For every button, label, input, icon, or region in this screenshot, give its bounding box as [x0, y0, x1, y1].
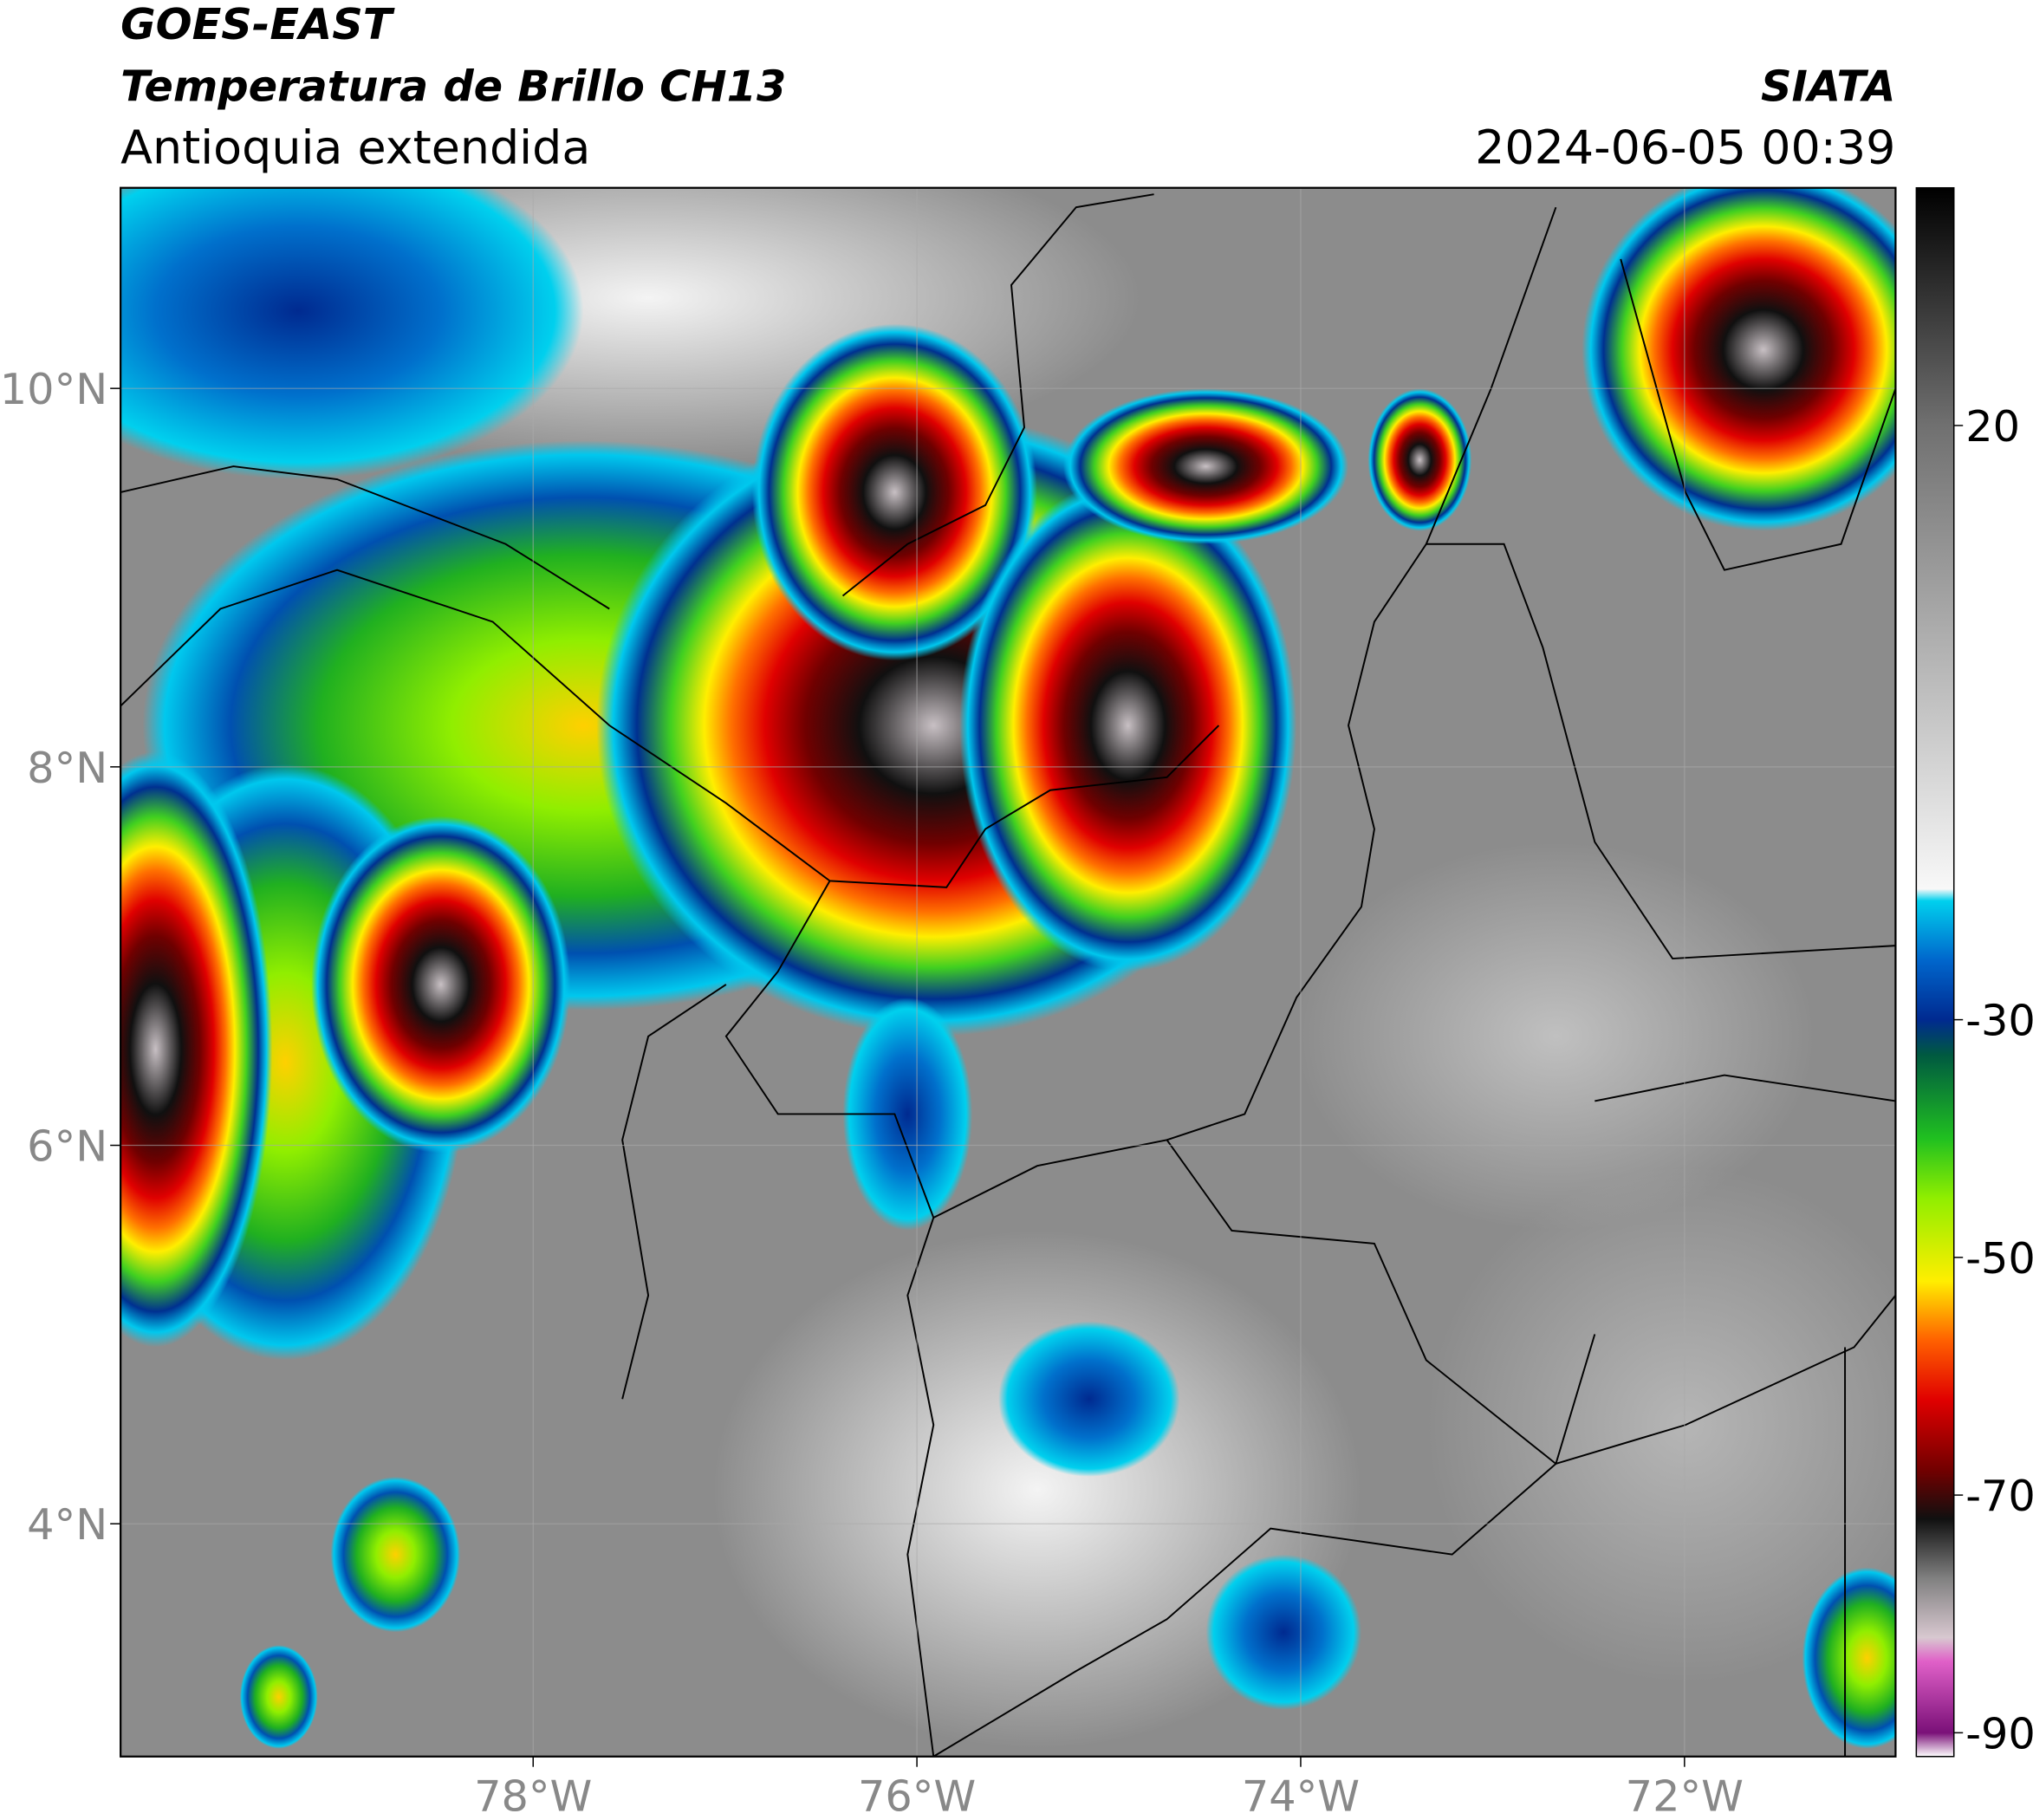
colorbar-tick-label: -50 [1965, 1233, 2033, 1284]
region: Antioquia extendida [120, 120, 590, 174]
source: SIATA [1761, 62, 1895, 112]
colorbar-tick-label: -90 [1965, 1708, 2033, 1758]
x-tick-label: 74°W [1242, 1771, 1360, 1820]
satellite: GOES-EAST [120, 0, 395, 49]
map-frame [120, 186, 1897, 1758]
satellite-image [120, 187, 1896, 1757]
y-tick-label: 6°N [27, 1121, 107, 1171]
y-tick-label: 10°N [0, 364, 107, 414]
colorbar-ramp [1915, 186, 1955, 1758]
colorbar-tick-label: -30 [1965, 996, 2033, 1046]
product: Temperatura de Brillo CH13 [120, 62, 786, 112]
x-tick-label: 72°W [1626, 1771, 1744, 1820]
x-tick-label: 76°W [858, 1771, 976, 1820]
datetime: 2024-06-05 00:39 [1475, 120, 1895, 174]
colorbar: -90 -70 -50 -30 20 [1915, 186, 2033, 1758]
y-tick-label: 4°N [27, 1499, 107, 1550]
colorbar-tick-label: 20 [1965, 401, 2020, 452]
y-tick-label: 8°N [27, 743, 107, 793]
grid: 78°W 76°W 74°W 72°W 4°N 6°N 8°N 10°N [0, 187, 1896, 1820]
colorbar-tick-label: -70 [1965, 1471, 2033, 1521]
x-tick-label: 78°W [474, 1771, 592, 1820]
